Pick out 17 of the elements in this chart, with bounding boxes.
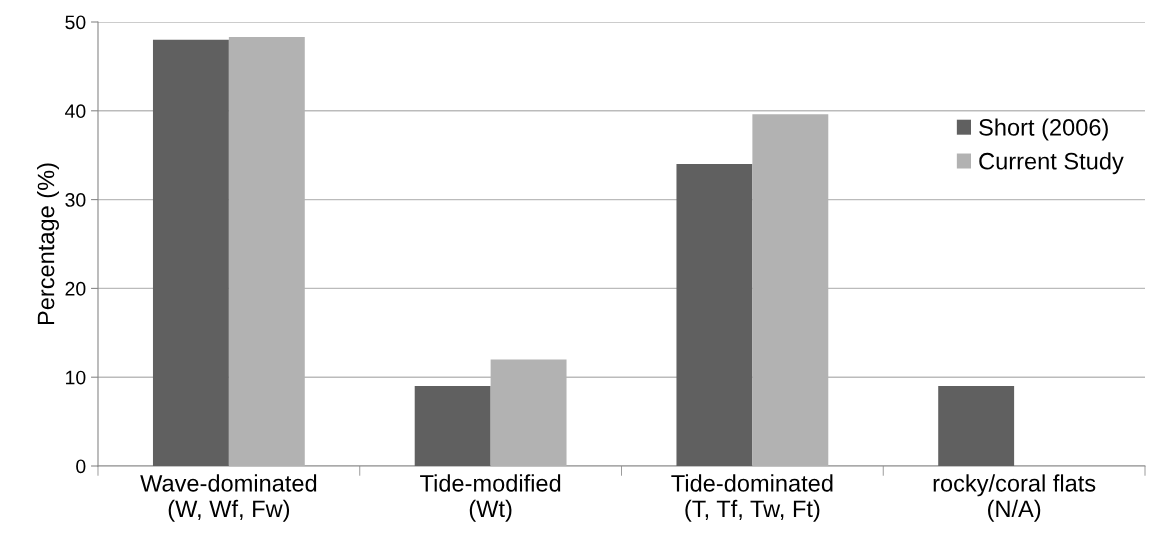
y-tick-label: 20 xyxy=(65,281,86,296)
x-tick-label: Tide-dominated (T, Tf, Tw, Ft) xyxy=(671,474,833,522)
x-tick-label: rocky/coral flats (N/A) xyxy=(933,474,1096,522)
y-tick-label: 50 xyxy=(65,15,86,30)
y-axis-title: Percentage (%) xyxy=(37,163,60,325)
bar xyxy=(414,386,491,466)
y-tick-label: 10 xyxy=(66,370,86,385)
x-tick-label: Wave-dominated (W, Wf, Fw) xyxy=(140,474,317,522)
y-tick-label: 30 xyxy=(65,193,86,207)
x-tick-label: Tide-modified (Wt) xyxy=(420,474,561,522)
legend-label: Short (2006) xyxy=(979,118,1108,141)
bar xyxy=(152,39,229,466)
legend-label: Current Study xyxy=(979,152,1124,175)
y-tick-label: 40 xyxy=(65,104,86,119)
bar xyxy=(676,164,753,466)
bar xyxy=(938,386,1015,466)
y-tick-label: 0 xyxy=(76,459,86,474)
